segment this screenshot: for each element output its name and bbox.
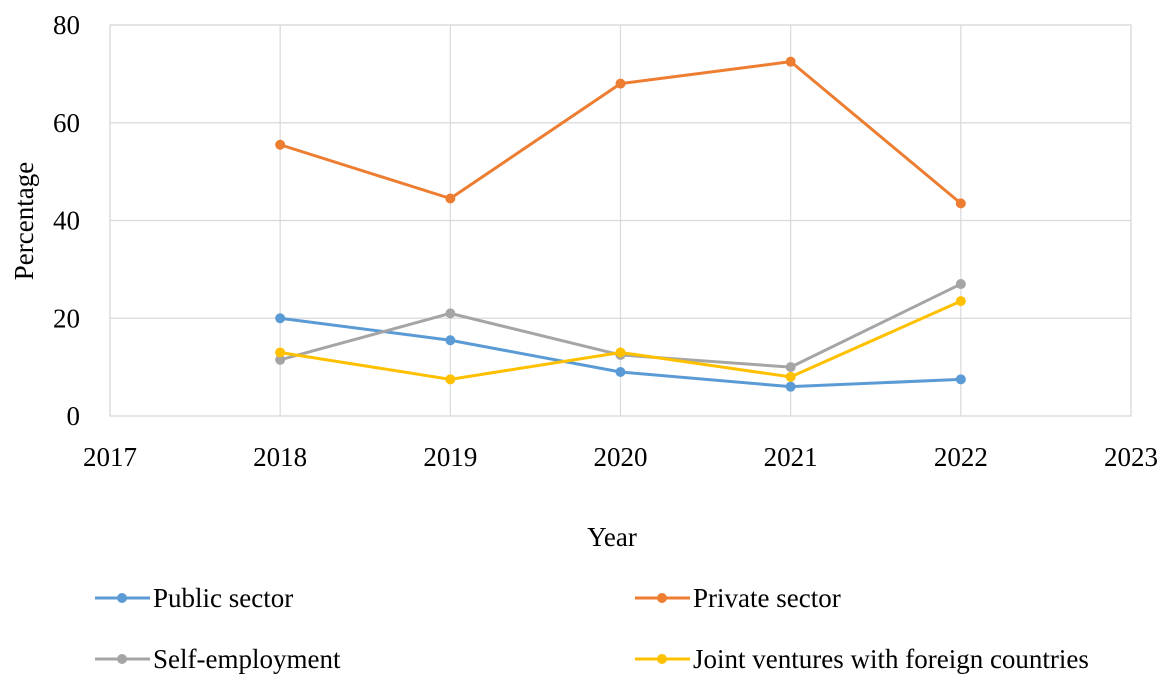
legend-swatch-marker	[117, 654, 127, 664]
data-point	[445, 374, 456, 385]
x-axis-title: Year	[587, 522, 637, 552]
legend-label: Private sector	[693, 583, 841, 613]
y-tick-label: 20	[53, 303, 80, 333]
legend-label: Joint ventures with foreign countries	[693, 644, 1089, 674]
data-point	[785, 381, 796, 392]
y-axis-title: Percentage	[9, 162, 39, 280]
data-point	[955, 296, 966, 307]
y-tick-label: 0	[67, 401, 81, 431]
x-tick-label: 2018	[253, 442, 307, 472]
x-tick-label: 2020	[594, 442, 648, 472]
y-tick-label: 60	[53, 108, 80, 138]
series-public-sector	[275, 313, 966, 392]
series-private-sector	[275, 56, 966, 209]
data-point	[615, 347, 626, 358]
series-layer	[275, 56, 966, 392]
x-tick-label: 2021	[764, 442, 818, 472]
legend-item: Joint ventures with foreign countries	[635, 644, 1089, 674]
x-tick-label: 2023	[1104, 442, 1158, 472]
data-point	[445, 308, 456, 319]
legend-swatch-marker	[117, 593, 127, 603]
data-point	[955, 374, 966, 385]
legend-item: Self-employment	[95, 644, 341, 674]
legend-label: Self-employment	[153, 644, 341, 674]
data-point	[955, 198, 966, 209]
legend-swatch-marker	[657, 593, 667, 603]
legend-item: Public sector	[95, 583, 293, 613]
data-point	[785, 371, 796, 382]
data-point	[445, 193, 456, 204]
data-point	[785, 362, 796, 373]
y-tick-label: 40	[53, 206, 80, 236]
data-point	[785, 56, 796, 67]
legend-swatch-marker	[657, 654, 667, 664]
y-axis-ticks: 0 20 40 60 80	[53, 10, 80, 431]
data-point	[615, 78, 626, 89]
data-point	[275, 354, 286, 365]
data-point	[445, 335, 456, 346]
data-point	[275, 139, 286, 150]
data-point	[955, 279, 966, 290]
data-point	[615, 367, 626, 378]
series-joint-ventures-with-foreign-countries	[275, 296, 966, 385]
legend-item: Private sector	[635, 583, 841, 613]
data-point	[275, 313, 286, 324]
data-point	[275, 347, 286, 358]
legend: Public sector Private sector Self-employme…	[95, 583, 1089, 674]
x-axis-ticks: 2017 2018 2019 2020 2021 2022 2023	[83, 442, 1158, 472]
x-tick-label: 2022	[934, 442, 988, 472]
y-tick-label: 80	[53, 10, 80, 40]
x-tick-label: 2019	[423, 442, 477, 472]
x-tick-label: 2017	[83, 442, 137, 472]
legend-label: Public sector	[153, 583, 293, 613]
